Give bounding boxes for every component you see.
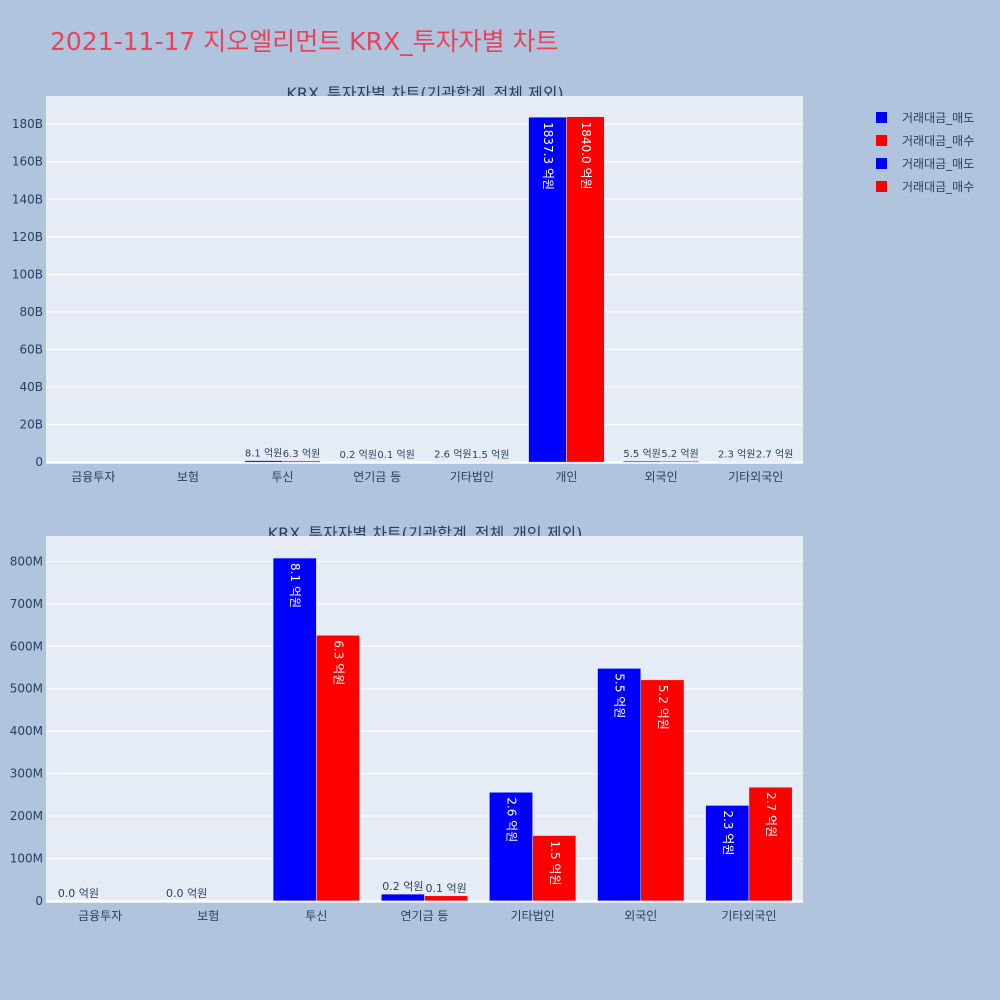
y-tick-label: 0 — [35, 455, 43, 469]
y-tick-label: 80B — [19, 305, 43, 319]
bar-label: 8.1 억원 — [288, 563, 302, 608]
x-tick-label: 보험 — [177, 470, 199, 484]
bar[interactable] — [597, 668, 642, 902]
bar-label: 1837.3 억원 — [541, 122, 555, 190]
y-tick-label: 20B — [19, 418, 43, 432]
legend-label: 거래대금_매수 — [902, 134, 975, 148]
bar[interactable] — [316, 635, 360, 902]
x-tick-label: 기타외국인 — [728, 470, 783, 484]
legend-item-buy-1[interactable]: 거래대금_매수 — [876, 129, 974, 152]
y-tick-label: 600M — [10, 639, 43, 653]
bar-label: 1.5 억원 — [548, 841, 562, 886]
bar-label: 2.3 억원 — [721, 810, 735, 855]
x-tick-label: 투신 — [272, 470, 294, 484]
page-title: 2021-11-17 지오엘리먼트 KRX_투자자별 차트 — [50, 27, 559, 56]
y-tick-label: 40B — [19, 380, 43, 394]
legend-item-buy-2[interactable]: 거래대금_매수 — [876, 175, 974, 198]
x-tick-label: 연기금 등 — [353, 470, 401, 484]
bar[interactable] — [282, 460, 321, 463]
bar[interactable] — [640, 679, 685, 902]
bar-label: 0.1 억원 — [426, 882, 467, 895]
x-tick-label: 외국인 — [624, 909, 657, 923]
bar-label: 6.3 억원 — [283, 448, 320, 460]
bar-label: 2.7 억원 — [764, 792, 778, 837]
bar-label: 1840.0 억원 — [579, 122, 593, 190]
bar-label: 0.2 억원 — [382, 880, 423, 893]
legend: 거래대금_매도 거래대금_매수 거래대금_매도 거래대금_매수 — [876, 106, 974, 198]
y-tick-label: 60B — [19, 342, 43, 356]
x-tick-label: 투신 — [305, 909, 327, 923]
x-tick-label: 기타법인 — [511, 909, 555, 923]
y-tick-label: 140B — [12, 192, 43, 206]
plot-area — [46, 96, 803, 464]
y-tick-label: 120B — [12, 230, 43, 244]
legend-swatch — [876, 112, 887, 123]
y-tick-label: 180B — [12, 117, 43, 131]
bar[interactable] — [755, 461, 794, 463]
legend-label: 거래대금_매수 — [902, 180, 975, 194]
bar[interactable] — [528, 116, 567, 463]
x-tick-label: 보험 — [197, 909, 219, 923]
y-tick-label: 100M — [10, 851, 43, 865]
legend-label: 거래대금_매도 — [902, 111, 975, 125]
legend-swatch — [876, 181, 887, 192]
bar-label: 5.5 억원 — [613, 673, 627, 718]
bar-label: 0.0 억원 — [166, 887, 207, 900]
legend-item-sell-1[interactable]: 거래대금_매도 — [876, 106, 974, 129]
bar[interactable] — [532, 835, 577, 902]
bar-label: 5.2 억원 — [661, 448, 698, 460]
bar-label: 6.3 억원 — [331, 640, 345, 685]
bar-label: 0.2 억원 — [340, 449, 377, 461]
x-tick-label: 기타외국인 — [721, 909, 776, 923]
y-tick-label: 800M — [10, 554, 43, 568]
bar-label: 2.6 억원 — [505, 797, 519, 842]
bar[interactable] — [272, 557, 317, 902]
y-tick-label: 0 — [35, 894, 43, 908]
legend-item-sell-2[interactable]: 거래대금_매도 — [876, 152, 974, 175]
bar[interactable] — [424, 895, 469, 902]
y-tick-label: 500M — [10, 682, 43, 696]
bar[interactable] — [660, 460, 700, 463]
y-tick-label: 300M — [10, 767, 43, 781]
x-tick-label: 개인 — [555, 470, 577, 484]
x-tick-label: 금융투자 — [78, 909, 122, 923]
bar-label: 2.7 억원 — [756, 449, 793, 461]
y-tick-label: 160B — [12, 155, 43, 169]
bar-label: 1.5 억원 — [472, 449, 509, 461]
bar-label: 8.1 억원 — [245, 448, 282, 460]
chart-top: 0 20B 40B 60B 80B 100B 120B 140B 160B 180B 금융투자 보험 투… — [12, 96, 803, 484]
plot-area — [46, 536, 803, 903]
bar[interactable] — [705, 805, 750, 902]
bar-label: 2.6 억원 — [434, 449, 471, 461]
legend-swatch — [876, 135, 887, 146]
bar-label: 5.2 억원 — [656, 685, 670, 730]
bar[interactable] — [566, 116, 605, 463]
bar-label: 2.3 억원 — [718, 449, 755, 461]
x-tick-label: 기타법인 — [450, 470, 494, 484]
bar-label: 0.0 억원 — [58, 887, 99, 900]
y-tick-label: 400M — [10, 724, 43, 738]
x-tick-label: 연기금 등 — [401, 909, 449, 923]
bar-label: 5.5 억원 — [623, 448, 660, 460]
legend-label: 거래대금_매도 — [902, 157, 975, 171]
bar[interactable] — [748, 786, 793, 902]
y-tick-label: 100B — [12, 267, 43, 281]
y-tick-label: 700M — [10, 597, 43, 611]
bar-label: 0.1 억원 — [377, 449, 414, 461]
x-tick-label: 금융투자 — [71, 470, 115, 484]
x-tick-label: 외국인 — [645, 470, 678, 484]
bar[interactable] — [380, 893, 425, 902]
legend-swatch — [876, 158, 887, 169]
y-tick-label: 200M — [10, 809, 43, 823]
bar[interactable] — [489, 792, 533, 902]
